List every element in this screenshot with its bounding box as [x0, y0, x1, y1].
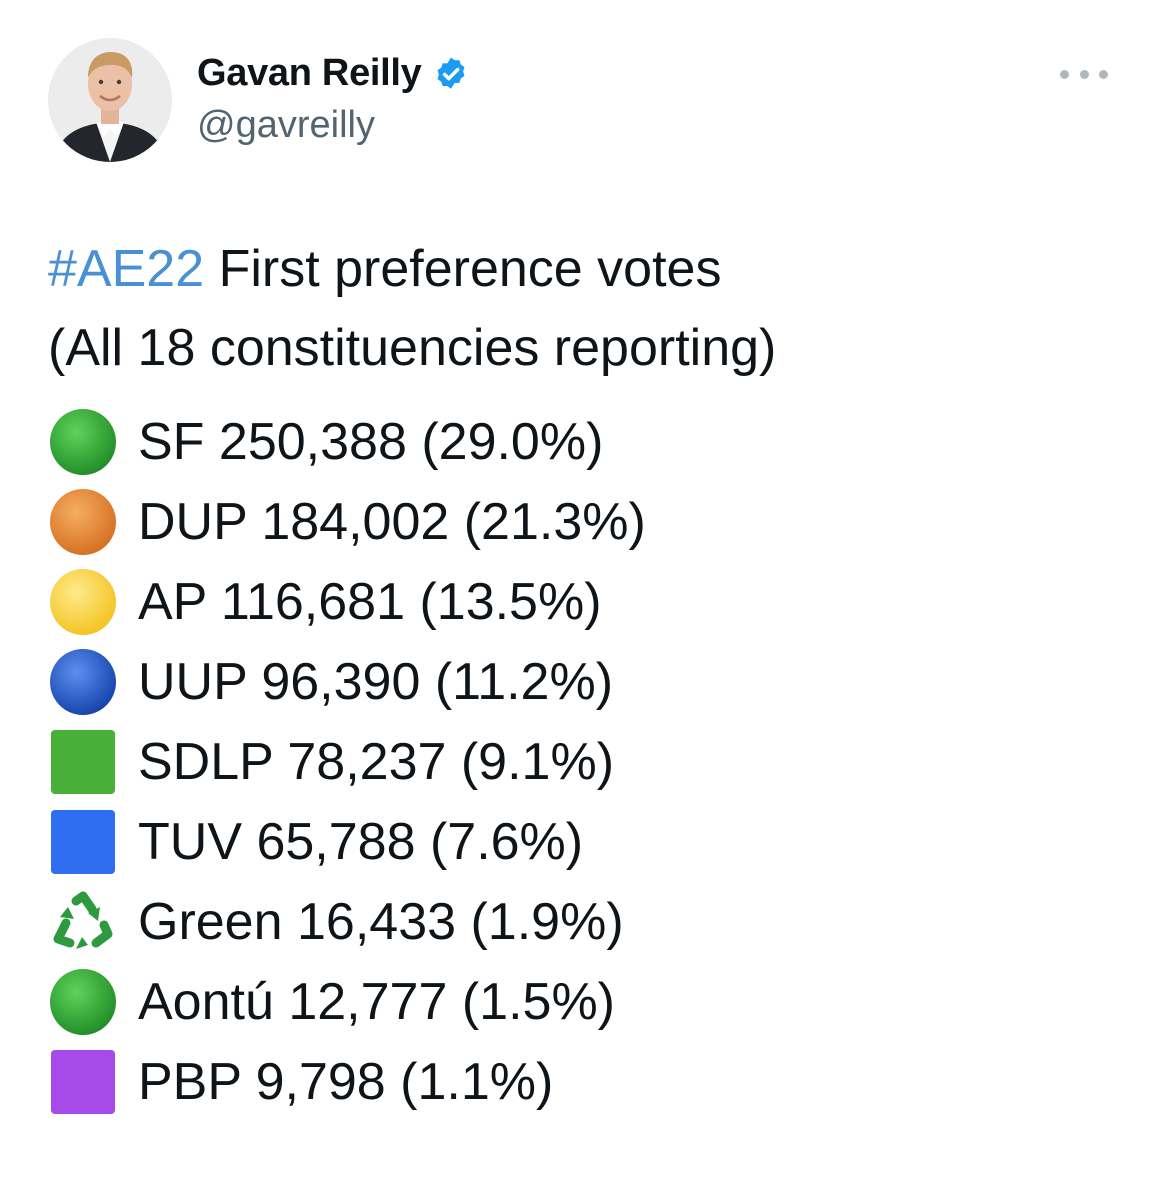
party-name: PBP [138, 1053, 242, 1111]
more-dot [1060, 69, 1069, 79]
more-dot [1079, 69, 1089, 79]
result-row-sf: SF 250,388 (29.0%) [48, 402, 646, 482]
party-name: AP [138, 573, 207, 631]
recycling-symbol-icon [53, 891, 113, 949]
result-text: DUP 184,002 (21.3%) [138, 482, 646, 562]
party-votes: 12,777 [288, 973, 448, 1031]
more-dot [1099, 69, 1108, 79]
tweet-text: #AE22 First preference votes (All 18 con… [48, 230, 776, 388]
yellow-circle-icon [50, 569, 116, 635]
tweet-line-1-text: First preference votes [204, 240, 722, 298]
avatar[interactable] [48, 38, 172, 162]
results-list: SF 250,388 (29.0%) DUP 184,002 (21.3%) A… [48, 402, 646, 1122]
result-text: Aontú 12,777 (1.5%) [138, 962, 615, 1042]
result-row-tuv: TUV 65,788 (7.6%) [48, 802, 646, 882]
party-votes: 184,002 [261, 493, 450, 551]
result-row-pbp: PBP 9,798 (1.1%) [48, 1042, 646, 1122]
party-votes: 96,390 [261, 653, 421, 711]
result-row-dup: DUP 184,002 (21.3%) [48, 482, 646, 562]
party-percent: (9.1%) [460, 733, 615, 791]
party-name: SF [138, 413, 205, 471]
party-votes: 250,388 [218, 413, 407, 471]
party-percent: (7.6%) [429, 813, 584, 871]
green-circle-icon [50, 409, 116, 475]
party-percent: (11.2%) [434, 653, 614, 711]
party-votes: 9,798 [255, 1053, 386, 1111]
party-percent: (1.1%) [400, 1053, 554, 1111]
party-name: Aontú [138, 973, 274, 1031]
author-handle[interactable]: @gavreilly [197, 104, 375, 146]
party-percent: (21.3%) [463, 493, 646, 551]
tweet-line-2: (All 18 constituencies reporting) [48, 319, 777, 377]
party-name: SDLP [138, 733, 273, 791]
party-percent: (13.5%) [419, 573, 602, 631]
result-text: AP 116,681 (13.5%) [138, 562, 602, 642]
result-row-aontu: Aontú 12,777 (1.5%) [48, 962, 646, 1042]
avatar-photo [48, 38, 172, 162]
party-votes: 65,788 [256, 813, 416, 871]
party-votes: 78,237 [287, 733, 447, 791]
author-name-text: Gavan Reilly [197, 52, 422, 94]
party-votes: 116,681 [220, 573, 405, 631]
purple-square-icon [51, 1050, 115, 1114]
party-name: TUV [138, 813, 242, 871]
party-votes: 16,433 [296, 893, 457, 951]
result-row-sdlp: SDLP 78,237 (9.1%) [48, 722, 646, 802]
hashtag-link[interactable]: #AE22 [48, 240, 205, 298]
result-text: SDLP 78,237 (9.1%) [138, 722, 614, 802]
party-percent: (1.9%) [470, 893, 624, 951]
result-text: PBP 9,798 (1.1%) [138, 1042, 553, 1122]
result-row-uup: UUP 96,390 (11.2%) [48, 642, 646, 722]
author-display-name[interactable]: Gavan Reilly [197, 52, 470, 95]
result-row-ap: AP 116,681 (13.5%) [48, 562, 646, 642]
orange-circle-icon [50, 489, 116, 555]
result-text: UUP 96,390 (11.2%) [138, 642, 613, 722]
result-text: SF 250,388 (29.0%) [138, 402, 603, 482]
tweet-line-1: #AE22 First preference votes [48, 230, 776, 309]
result-text: TUV 65,788 (7.6%) [138, 802, 583, 882]
result-text: Green 16,433 (1.9%) [138, 882, 624, 962]
blue-square-icon [51, 810, 115, 874]
party-percent: (29.0%) [421, 413, 604, 471]
party-name: Green [138, 893, 283, 951]
green-square-icon [51, 730, 115, 794]
party-name: DUP [138, 493, 247, 551]
party-name: UUP [138, 653, 247, 711]
result-row-green: Green 16,433 (1.9%) [48, 882, 646, 962]
green-circle-icon [50, 969, 116, 1035]
verified-badge-icon [432, 55, 470, 93]
more-options-icon[interactable] [1060, 60, 1108, 88]
party-percent: (1.5%) [461, 973, 615, 1031]
blue-circle-icon [50, 649, 116, 715]
